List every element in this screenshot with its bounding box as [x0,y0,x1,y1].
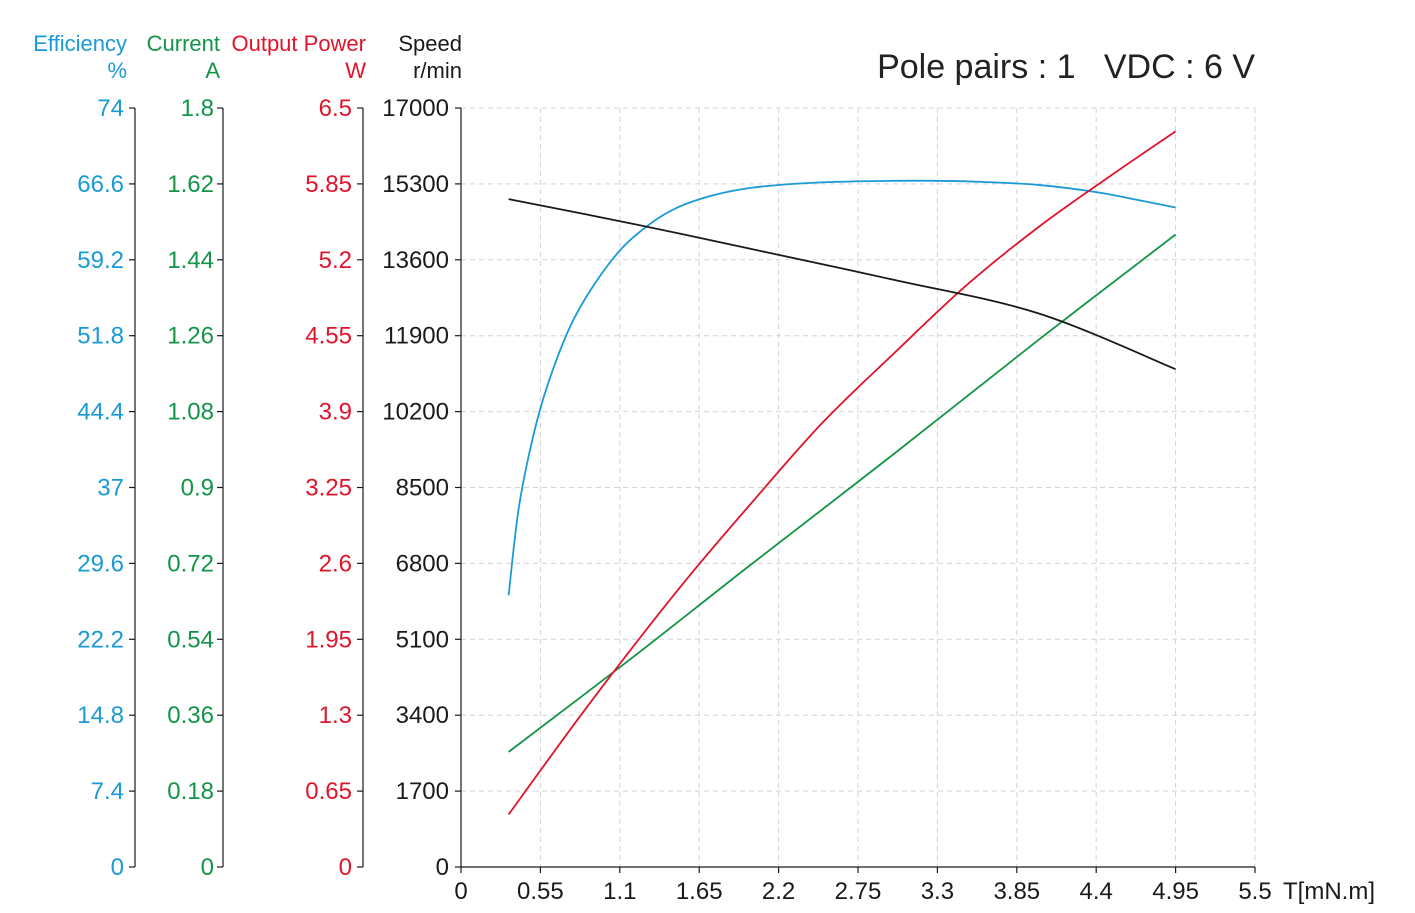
x-tick-label: 0.55 [517,878,564,905]
y-tick-label: 0.36 [167,702,214,729]
y-tick-label: 7.4 [91,778,124,805]
axis-title-speed: Speed [398,31,462,56]
grid [461,107,1256,867]
y-tick-label: 14.8 [77,702,124,729]
axis-title-current: Current [147,31,220,56]
x-tick-label: 2.2 [762,878,795,905]
x-tick-label: 4.95 [1152,878,1199,905]
x-tick-label: 2.75 [835,878,882,905]
y-axis-power: 0 0.65 1.3 1.95 2.6 3.25 3.9 4.55 5.2 5.85 6.5 Outp… [231,31,366,881]
axis-title-power: Output Power [231,31,366,56]
y-tick-label: 6800 [396,550,449,577]
series-lines [507,130,1177,815]
y-tick-label: 5.85 [305,171,352,198]
y-axis-speed: 0 1700 3400 5100 6800 8500 10200 11900 13600 1530… [382,31,462,881]
y-tick-label: 66.6 [77,171,124,198]
y-tick-label: 0.18 [167,778,214,805]
y-tick-label: 11900 [384,323,449,350]
y-tick-label: 2.6 [319,550,352,577]
y-tick-label: 1.62 [167,171,214,198]
x-tick-label: 0 [454,878,467,905]
y-tick-label: 37 [97,475,124,502]
x-axis-label: T[mN.m] [1283,878,1375,905]
y-tick-label: 1.3 [319,702,352,729]
series-line-power [507,130,1177,815]
y-tick-label: 0 [436,854,449,881]
axis-unit-current: A [205,58,220,83]
y-tick-label: 1.44 [167,247,214,274]
axis-unit-power: W [345,58,366,83]
axis-unit-efficiency: % [107,58,127,83]
series-line-current [508,233,1177,753]
x-axis: 0 0.55 1.1 1.65 2.2 2.75 3.3 3.85 4.4 4.95 5.5 T[mN… [454,866,1375,905]
x-tick-label: 5.5 [1238,878,1271,905]
y-tick-label: 0.72 [167,550,214,577]
y-axis-current: 0 0.18 0.36 0.54 0.72 0.9 1.08 1.26 1.44 1.62 1.8 C… [147,31,224,881]
x-tick-label: 3.3 [921,878,954,905]
series-line-speed [508,198,1176,371]
y-tick-label: 15300 [382,171,449,198]
y-tick-label: 3400 [396,702,449,729]
axis-title-efficiency: Efficiency [33,31,127,56]
y-tick-label: 13600 [382,247,449,274]
y-tick-label: 0 [111,854,124,881]
y-tick-label: 5100 [396,626,449,653]
y-tick-label: 1.26 [167,323,214,350]
y-tick-label: 74 [97,95,124,122]
y-tick-label: 8500 [396,475,449,502]
y-tick-label: 3.9 [319,399,352,426]
y-axis-efficiency: 0 7.4 14.8 22.2 29.6 37 44.4 51.8 59.2 66.6 74 Effi… [33,31,136,881]
y-tick-label: 0.54 [167,626,214,653]
y-tick-label: 6.5 [319,95,352,122]
series-line-efficiency [507,179,1176,596]
x-tick-label: 4.4 [1080,878,1113,905]
y-tick-label: 0.65 [305,778,352,805]
x-tick-label: 1.1 [603,878,636,905]
y-tick-label: 10200 [382,399,449,426]
x-tick-label: 3.85 [993,878,1040,905]
y-tick-label: 22.2 [77,626,124,653]
y-tick-label: 1.8 [181,95,214,122]
y-tick-label: 51.8 [77,323,124,350]
y-axes: 0 7.4 14.8 22.2 29.6 37 44.4 51.8 59.2 66.6 74 Effi… [33,31,462,881]
y-tick-label: 4.55 [305,323,352,350]
y-tick-label: 1700 [396,778,449,805]
axis-unit-speed: r/min [413,58,462,83]
y-tick-label: 59.2 [77,247,124,274]
y-tick-label: 1.95 [305,626,352,653]
chart-title: Pole pairs : 1 VDC : 6 V [877,48,1255,86]
y-tick-label: 29.6 [77,550,124,577]
x-tick-label: 1.65 [676,878,723,905]
y-tick-label: 3.25 [305,475,352,502]
y-tick-label: 0.9 [181,475,214,502]
y-tick-label: 17000 [382,95,449,122]
y-tick-label: 1.08 [167,399,214,426]
y-tick-label: 0 [339,854,352,881]
y-tick-label: 5.2 [319,247,352,274]
y-tick-label: 44.4 [77,399,124,426]
y-tick-label: 0 [201,854,214,881]
